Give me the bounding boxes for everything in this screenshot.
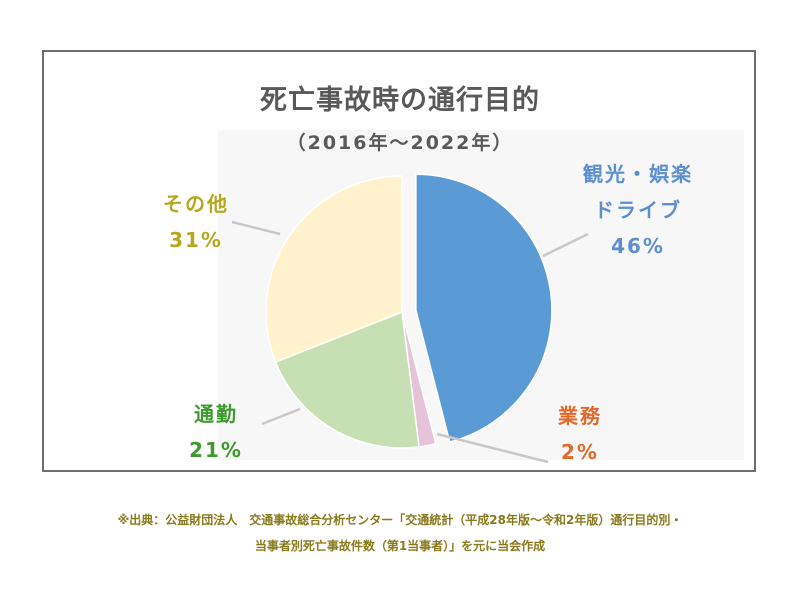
chart-title: 死亡事故時の通行目的 [260,85,540,116]
leader-line-commute [261,407,301,426]
pie-slice-other [265,175,403,364]
slice-label-commute-name: 通勤 [194,402,238,426]
slice-label-other-name: その他 [163,192,229,216]
slice-label-business-name: 業務 [558,404,602,428]
slice-label-other: その他 31% [136,186,256,258]
slice-label-business-value: 2% [561,440,599,464]
chart-subtitle: （2016年〜2022年） [286,132,514,154]
leader-line-business [436,432,549,464]
leader-line-leisure [542,232,589,258]
slice-label-leisure: 観光・娯楽 ドライブ 46% [548,156,728,264]
pie-slice-leisure [415,173,553,443]
source-note-line1: ※出典：公益財団法人 交通事故総合分析センター「交通統計（平成28年版〜令和2年… [117,513,683,527]
leader-line-other [231,220,281,236]
slice-label-other-value: 31% [169,228,223,252]
slice-label-leisure-name-1: 観光・娯楽 [583,162,693,186]
slice-label-commute: 通勤 21% [166,396,266,468]
slice-label-leisure-name-2: ドライブ [594,198,682,222]
slice-label-commute-value: 21% [189,438,243,462]
pie-slice-commute [274,310,420,449]
slice-label-business: 業務 2% [530,398,630,470]
source-note-line2: 当事者別死亡事故件数（第1当事者）」を元に当会作成 [254,539,546,553]
slice-label-leisure-value: 46% [611,234,665,258]
